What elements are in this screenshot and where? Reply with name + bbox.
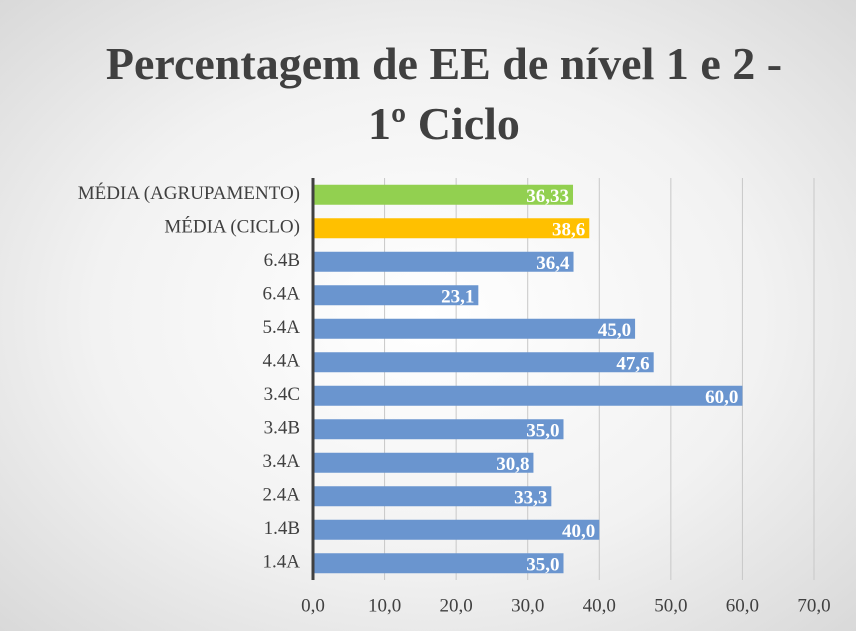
bar (313, 486, 552, 507)
y-tick-label: MÉDIA (AGRUPAMENTO) (78, 182, 300, 204)
bar (313, 218, 590, 239)
x-tick-label: 0,0 (301, 595, 325, 616)
bar (313, 419, 564, 440)
y-tick-label: 3.4B (264, 418, 300, 439)
value-label: 35,0 (526, 421, 559, 442)
y-tick-label: 1.4B (264, 518, 300, 539)
value-label: 33,3 (514, 488, 547, 509)
x-tick-label: 20,0 (440, 595, 473, 616)
chart-title: Percentagem de EE de nível 1 e 2 - 1º Ci… (105, 38, 783, 149)
x-tick-label: 60,0 (726, 595, 759, 616)
y-tick-label: 2.4A (263, 485, 301, 506)
value-label: 60,0 (705, 387, 738, 408)
y-tick-label: 6.4A (263, 284, 301, 305)
value-label: 30,8 (496, 454, 529, 475)
x-tick-label: 70,0 (797, 595, 830, 616)
y-tick-label: MÉDIA (CICLO) (164, 216, 300, 238)
value-label: 36,33 (526, 186, 569, 207)
y-tick-label: 3.4A (263, 451, 301, 472)
bar (313, 285, 479, 306)
y-tick-label: 1.4A (263, 552, 301, 573)
x-tick-label: 10,0 (368, 595, 401, 616)
value-label: 35,0 (526, 555, 559, 576)
value-label: 23,1 (441, 287, 474, 308)
value-label: 36,4 (536, 253, 570, 274)
value-label: 38,6 (552, 220, 585, 241)
bar (313, 318, 636, 339)
y-tick-label: 5.4A (263, 317, 301, 338)
x-tick-label: 40,0 (583, 595, 616, 616)
y-tick-label: 6.4B (264, 250, 300, 271)
bar (313, 251, 574, 272)
bar (313, 385, 743, 406)
bar (313, 184, 574, 205)
value-label: 40,0 (562, 521, 595, 542)
x-tick-label: 30,0 (511, 595, 544, 616)
bar (313, 452, 534, 473)
bar (313, 352, 654, 373)
x-tick-label: 50,0 (654, 595, 687, 616)
bar (313, 553, 564, 574)
y-tick-label: 3.4C (264, 384, 300, 405)
bar (313, 519, 600, 540)
value-label: 47,6 (616, 354, 649, 375)
y-tick-label: 4.4A (263, 351, 301, 372)
value-label: 45,0 (598, 320, 631, 341)
